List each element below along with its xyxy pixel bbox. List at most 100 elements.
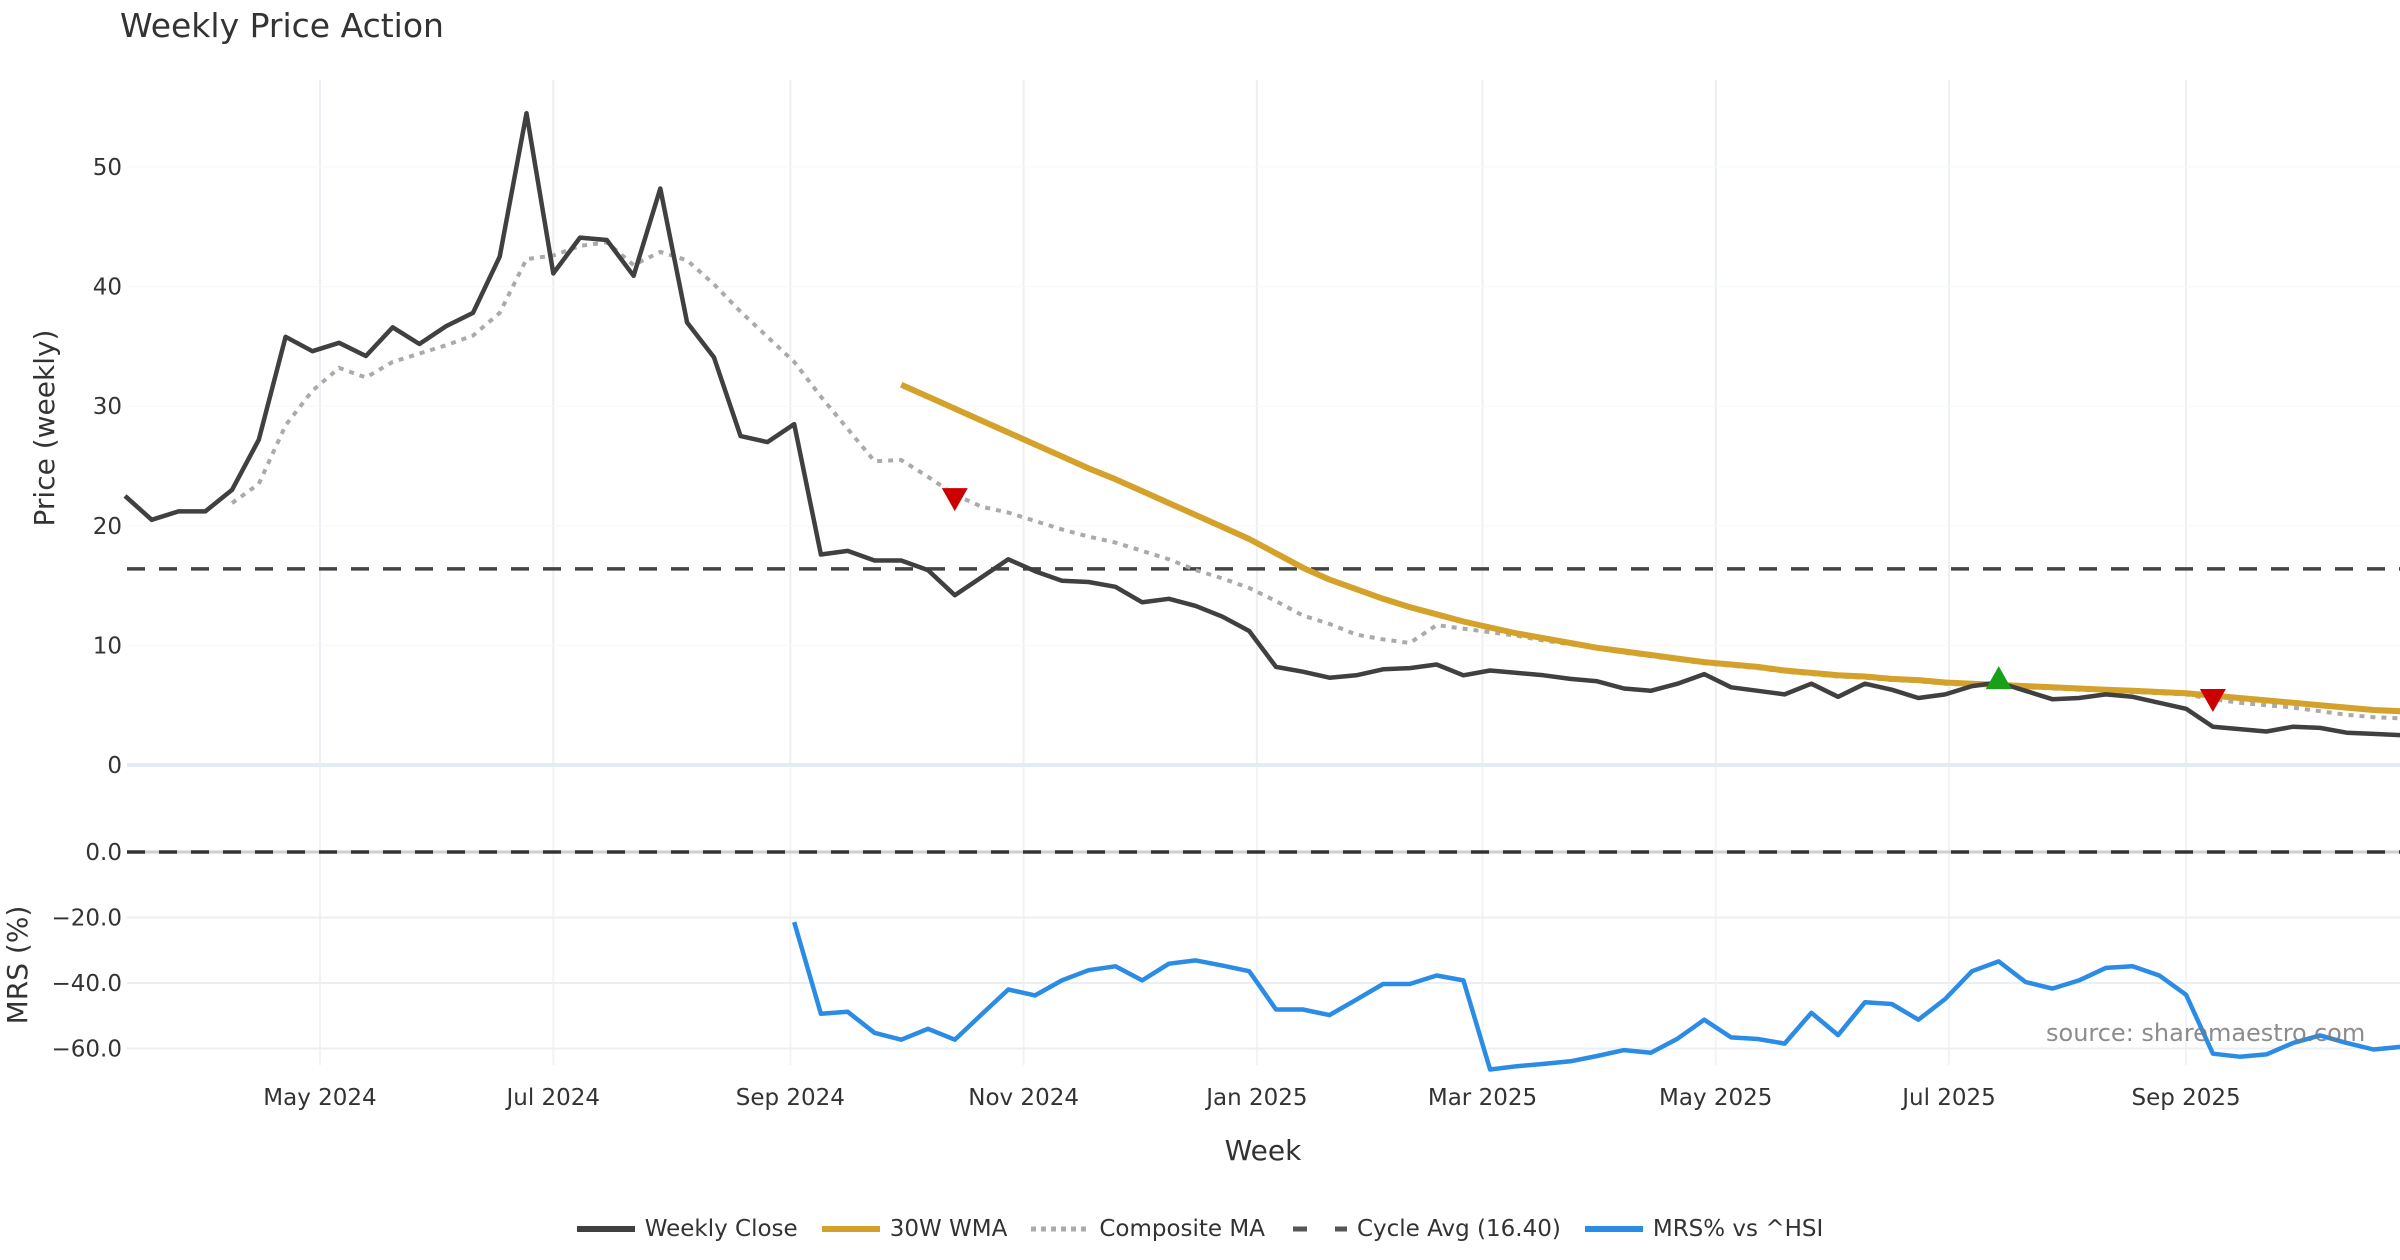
legend-item-30w-wma[interactable]: 30W WMA (821, 1216, 1008, 1242)
data-point (1622, 687, 1626, 691)
data-point (257, 482, 261, 486)
series-layer (123, 110, 2400, 1072)
data-point (685, 258, 689, 262)
data-point (1194, 568, 1198, 572)
sell-signal-marker (2199, 689, 2226, 713)
legend-item-mrs[interactable]: MRS% vs ^HSI (1584, 1216, 1824, 1242)
data-point (1167, 962, 1171, 966)
data-point (150, 518, 154, 522)
data-point (1461, 627, 1465, 631)
data-point (1194, 604, 1198, 608)
data-point (1408, 641, 1412, 645)
legend-label: 30W WMA (889, 1216, 1008, 1242)
data-point (1247, 969, 1251, 973)
legend-label: MRS% vs ^HSI (1652, 1216, 1824, 1242)
price-y-tick-label: 20 (93, 514, 122, 540)
data-point (2291, 701, 2295, 705)
legend-item-composite-ma[interactable]: Composite MA (1031, 1216, 1265, 1242)
data-point (953, 593, 957, 597)
data-point (2372, 732, 2376, 736)
data-point (1435, 974, 1439, 978)
data-point (2238, 701, 2242, 705)
x-axis-labels: May 2024 Jul 2024 Sep 2024 Nov 2024 Jan 2025… (263, 1085, 2240, 1111)
x-tick-label: Jan 2025 (1204, 1085, 1307, 1111)
data-point (471, 311, 475, 315)
data-point (2264, 698, 2268, 702)
data-point (1809, 1011, 1813, 1015)
data-point (792, 422, 796, 426)
data-point (899, 383, 903, 387)
data-point (2264, 1052, 2268, 1056)
data-point (899, 458, 903, 462)
data-point (2131, 695, 2135, 699)
legend-swatch-mrs (1584, 1226, 1643, 1232)
series-mrs-vs-hsi-line (792, 921, 2400, 1072)
data-point (1461, 620, 1465, 624)
data-point (1274, 599, 1278, 603)
data-point (1381, 982, 1385, 986)
data-point (2131, 964, 2135, 968)
data-point (1033, 443, 1037, 447)
data-point (2077, 696, 2081, 700)
data-point (257, 438, 261, 442)
data-point (926, 1027, 930, 1031)
data-point (391, 360, 395, 364)
data-point (1595, 679, 1599, 683)
x-tick-label: May 2025 (1659, 1085, 1772, 1111)
data-point (1328, 578, 1332, 582)
legend-item-weekly-close[interactable]: Weekly Close (576, 1216, 798, 1242)
data-point (1435, 612, 1439, 616)
series-30w-wma-line (899, 381, 2400, 715)
x-tick-label: Jul 2025 (1900, 1085, 1996, 1111)
data-point (2372, 1048, 2376, 1052)
data-point (1087, 968, 1091, 972)
data-point (1702, 660, 1706, 664)
price-y-tick-label: 40 (93, 275, 122, 301)
data-point (1890, 1002, 1894, 1006)
data-point (1301, 566, 1305, 570)
data-point (792, 920, 796, 924)
data-point (2184, 691, 2188, 695)
data-point (899, 559, 903, 563)
data-point (1060, 579, 1064, 583)
data-point (1435, 623, 1439, 627)
price-axis-title: Price (weekly) (28, 330, 61, 527)
data-point (578, 236, 582, 240)
data-point (1783, 669, 1787, 673)
data-point (2345, 706, 2349, 710)
data-point (2024, 980, 2028, 984)
data-point (712, 282, 716, 286)
data-point (1247, 586, 1251, 590)
data-point (980, 575, 984, 579)
data-point (2372, 715, 2376, 719)
data-point (2238, 727, 2242, 731)
data-point (1568, 677, 1572, 681)
data-point (1006, 511, 1010, 515)
x-axis-title: Week (1225, 1134, 1302, 1167)
data-point (1274, 1008, 1278, 1012)
data-point (2157, 974, 2161, 978)
data-point (1515, 631, 1519, 635)
data-point (1916, 1018, 1920, 1022)
data-point (1301, 670, 1305, 674)
data-point (1916, 678, 1920, 682)
data-point (417, 352, 421, 356)
data-point (605, 238, 609, 242)
data-point (926, 568, 930, 572)
data-point (444, 343, 448, 347)
sell-signal-marker (941, 488, 968, 512)
data-point (1221, 525, 1225, 529)
data-point (578, 244, 582, 248)
data-point (1729, 1035, 1733, 1039)
series-weekly-close-points (123, 111, 2400, 737)
data-point (926, 395, 930, 399)
mrs-y-tick-label: −40.0 (52, 971, 122, 997)
data-point (2024, 689, 2028, 693)
data-point (632, 274, 636, 278)
data-point (1542, 636, 1546, 640)
data-point (1756, 665, 1760, 669)
data-point (2131, 689, 2135, 693)
data-point (2264, 730, 2268, 734)
legend-item-cycle-avg[interactable]: Cycle Avg (16.40) (1289, 1216, 1561, 1242)
